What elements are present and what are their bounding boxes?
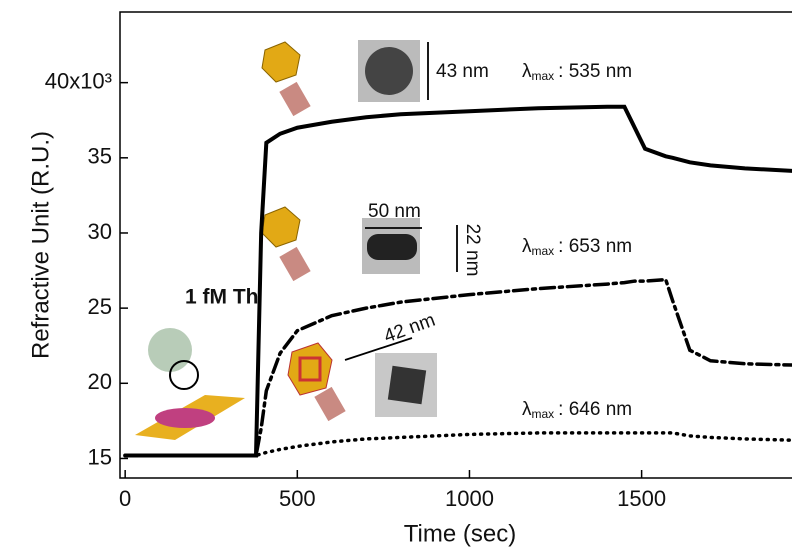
annotation: 1 fM Th [185,286,259,309]
x-tick-label: 1500 [617,486,666,511]
lambda-symbol: λ [522,399,532,420]
y-axis-title: Refractive Unit (R.U.) [27,131,54,359]
y-tick-label: 40x10³ [45,68,112,93]
series-line [125,433,792,456]
y-tick-label: 20 [88,369,112,394]
y-tick-label: 35 [88,144,112,169]
lambda-symbol: λ [522,61,532,82]
lambda-sub: max [532,69,555,83]
y-tick-label: 15 [88,444,112,469]
annotation: 22 nm [462,224,483,277]
lambda-symbol: λ [522,236,532,257]
chart: Time (sec) Refractive Unit (R.U.) 0 500 10… [0,0,792,552]
x-tick-label: 0 [119,486,131,511]
lambda-label: λmax: 653 nm [522,236,632,258]
lambda-text: : 653 nm [558,236,632,257]
lambda-text: : 535 nm [558,61,632,82]
lambda-label: λmax: 535 nm [522,61,632,83]
annotation: 42 nm [381,310,438,348]
y-tick-label: 25 [88,294,112,319]
lambda-label: λmax: 646 nm [522,399,632,421]
lambda-text: : 646 nm [558,399,632,420]
lambda-sub: max [532,407,555,421]
x-tick-label: 1000 [445,486,494,511]
illustrations [135,40,457,440]
x-tick-label: 500 [279,486,316,511]
x-axis-title: Time (sec) [404,520,516,547]
page: Time (sec) Refractive Unit (R.U.) 0 500 10… [0,0,792,552]
annotation: 43 nm [436,61,489,82]
annotation: 50 nm [368,201,421,222]
lambda-sub: max [532,244,555,258]
y-tick-label: 30 [88,219,112,244]
